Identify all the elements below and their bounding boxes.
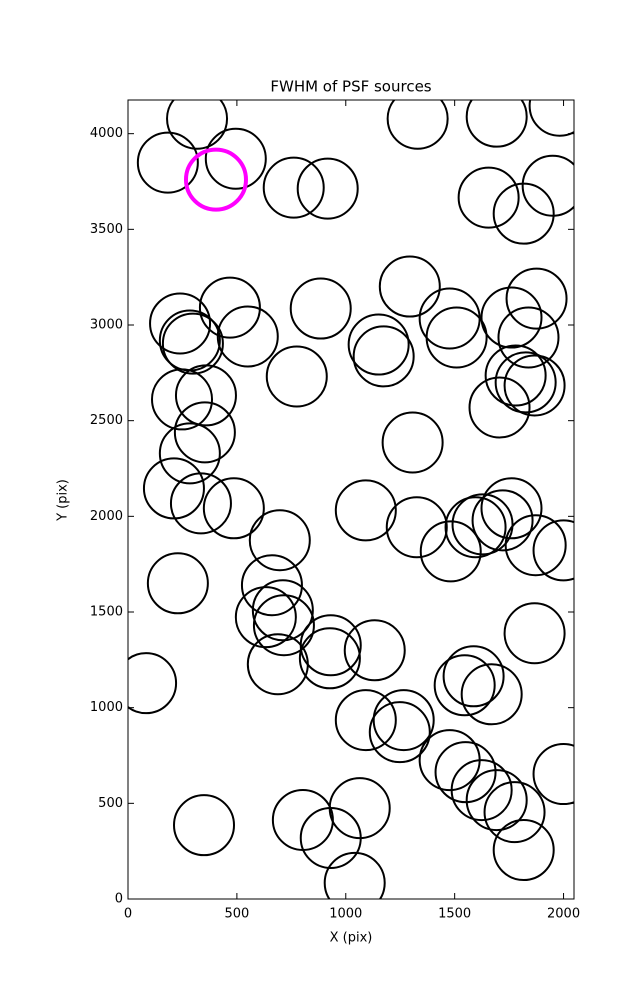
y-tick-label: 3000 <box>90 318 123 333</box>
y-tick-label: 0 <box>115 892 123 907</box>
source-circle <box>368 701 431 764</box>
source-circle <box>262 156 325 219</box>
source-circle <box>158 422 221 485</box>
source-circle <box>450 759 513 822</box>
source-circle <box>528 100 574 137</box>
y-tick-label: 2000 <box>90 509 123 524</box>
source-circle <box>471 489 534 552</box>
source-circle <box>444 496 507 559</box>
source-circle <box>503 354 566 417</box>
source-circle <box>503 602 566 665</box>
x-tick-label: 1500 <box>438 907 471 922</box>
source-circle <box>151 368 214 431</box>
y-tick-label: 2500 <box>90 413 123 428</box>
source-circle <box>433 654 496 717</box>
source-circle <box>465 100 528 148</box>
source-circle <box>434 741 497 804</box>
source-circle <box>480 477 543 540</box>
source-circle <box>169 472 232 535</box>
source-circle <box>198 276 261 339</box>
source-circle <box>347 313 410 376</box>
source-circle <box>494 351 557 414</box>
x-tick-label: 500 <box>224 907 249 922</box>
source-circle <box>442 645 505 708</box>
source-circle <box>343 619 406 682</box>
source-circle <box>298 627 361 690</box>
source-circle <box>521 154 574 217</box>
source-circle <box>451 493 514 556</box>
source-circle <box>204 127 267 190</box>
source-circle <box>352 325 415 388</box>
source-circle <box>166 100 229 150</box>
source-circle <box>504 514 567 577</box>
source-circle <box>497 306 560 369</box>
source-circle <box>480 286 543 349</box>
source-circle <box>246 633 309 696</box>
source-circle <box>271 788 334 851</box>
source-circle <box>161 312 224 375</box>
source-circle <box>386 100 449 150</box>
source-circle <box>378 255 441 318</box>
axes-frame <box>127 99 575 900</box>
source-circle <box>183 147 248 212</box>
chart-title: FWHM of PSF sources <box>270 78 431 96</box>
x-axis-label: X (pix) <box>330 931 373 946</box>
source-circle <box>251 579 314 642</box>
source-circle <box>252 594 315 657</box>
x-tick-label: 1000 <box>329 907 362 922</box>
y-tick-label: 1500 <box>90 605 123 620</box>
source-circle <box>532 743 574 806</box>
plot-area <box>128 100 574 899</box>
source-circle <box>483 781 546 844</box>
y-tick-label: 1000 <box>90 700 123 715</box>
source-circle <box>173 401 236 464</box>
source-circle <box>299 806 362 869</box>
y-tick-label: 3500 <box>90 222 123 237</box>
y-axis-label: Y (pix) <box>56 479 71 522</box>
source-circle <box>128 652 178 715</box>
source-circle <box>334 479 397 542</box>
y-tick-label: 500 <box>98 796 123 811</box>
source-circle <box>532 519 574 582</box>
source-circle <box>457 166 520 229</box>
source-circle <box>173 794 236 857</box>
source-circle <box>419 520 482 583</box>
source-circle <box>385 496 448 559</box>
source-circle <box>372 689 435 752</box>
source-circle <box>202 477 265 540</box>
y-tick-label: 4000 <box>90 126 123 141</box>
source-circle <box>136 131 199 194</box>
source-circle <box>484 344 547 407</box>
source-circle <box>418 729 481 792</box>
source-circle <box>460 663 523 726</box>
source-circle <box>240 554 303 617</box>
x-tick-label: 2000 <box>547 907 580 922</box>
source-circle <box>296 157 359 220</box>
source-circle <box>425 306 488 369</box>
source-circle <box>492 819 555 882</box>
source-circle <box>468 376 531 439</box>
source-circle <box>248 509 311 572</box>
source-circle <box>146 552 209 615</box>
source-circle <box>216 305 279 368</box>
source-circle <box>465 769 528 832</box>
source-circle <box>418 287 481 350</box>
source-circle <box>334 689 397 752</box>
source-circle <box>174 364 237 427</box>
source-circle <box>505 267 568 330</box>
source-circle <box>265 345 328 408</box>
x-tick-label: 0 <box>124 907 132 922</box>
source-circle <box>149 292 212 355</box>
source-circle <box>234 586 297 649</box>
source-circle <box>289 277 352 340</box>
source-circle <box>323 851 386 899</box>
source-circle <box>299 614 362 677</box>
source-circle <box>381 411 444 474</box>
